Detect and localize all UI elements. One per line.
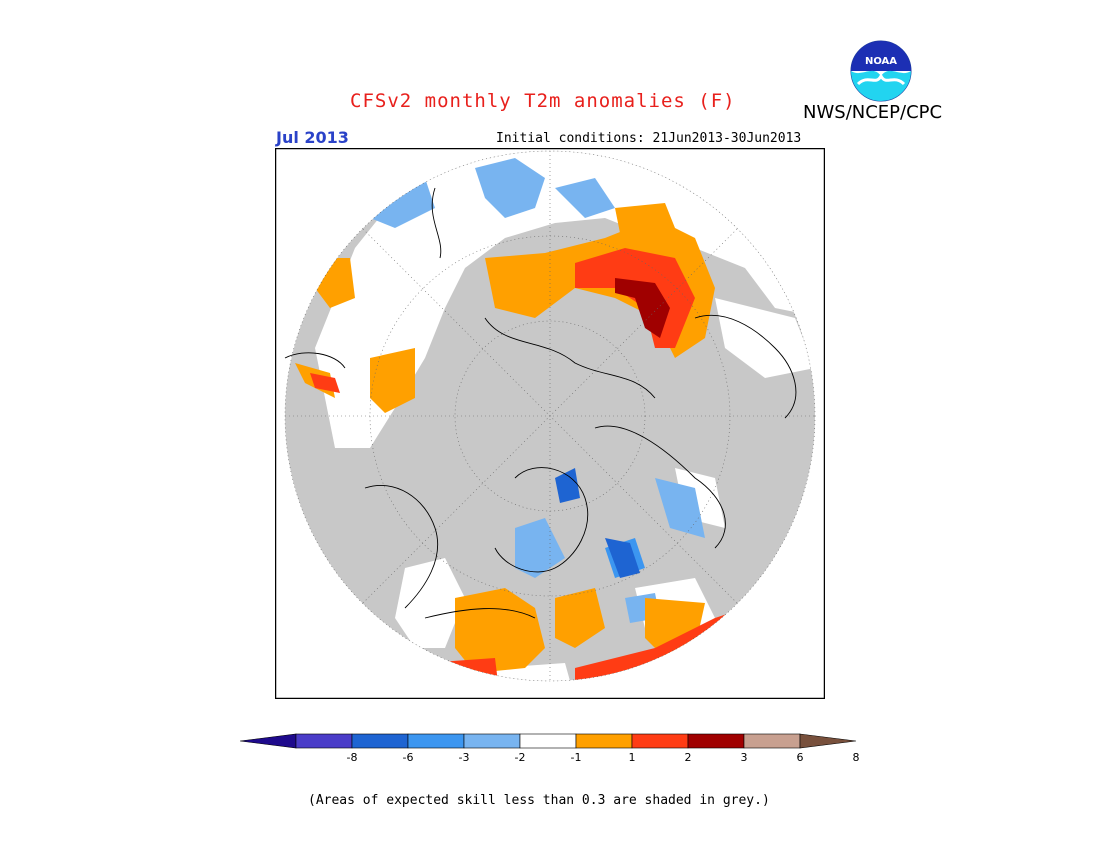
legend-bin [463, 733, 521, 749]
agency-label: NWS/NCEP/CPC [803, 102, 943, 123]
legend-bin [687, 733, 745, 749]
legend-bin [743, 733, 801, 749]
graticule [284, 150, 816, 682]
polar-map [274, 147, 826, 700]
legend-tick-label: 2 [685, 751, 692, 764]
legend-bin [295, 733, 353, 749]
legend-tick-label: 1 [629, 751, 636, 764]
legend-bin [519, 733, 577, 749]
legend-tick-label: -1 [571, 751, 582, 764]
legend-tick-label: -8 [347, 751, 358, 764]
legend-tick-label: 6 [797, 751, 804, 764]
initial-conditions: Initial conditions: 21Jun2013-30Jun2013 [496, 131, 802, 146]
logo-text: NOAA [865, 56, 897, 67]
legend-bin [631, 733, 689, 749]
map-frame [274, 147, 826, 700]
colorbar-legend: -8 -6 -3 -2 -1 1 2 3 6 8 [239, 730, 860, 770]
legend-arrow-high [799, 733, 857, 749]
noaa-logo: NOAA [850, 40, 912, 102]
legend-tick-label: -3 [459, 751, 470, 764]
chart-title: CFSv2 monthly T2m anomalies (F) [350, 90, 736, 112]
skill-note: (Areas of expected skill less than 0.3 a… [308, 793, 770, 808]
legend-arrow-low [239, 733, 297, 749]
legend-tick-label: 8 [853, 751, 860, 764]
legend-tick-label: -6 [403, 751, 414, 764]
legend-bin [575, 733, 633, 749]
legend-tick-label: -2 [515, 751, 526, 764]
legend-tick-label: 3 [741, 751, 748, 764]
coastlines [284, 187, 797, 619]
forecast-month: Jul 2013 [276, 128, 349, 147]
legend-bin [407, 733, 465, 749]
legend-bin [351, 733, 409, 749]
